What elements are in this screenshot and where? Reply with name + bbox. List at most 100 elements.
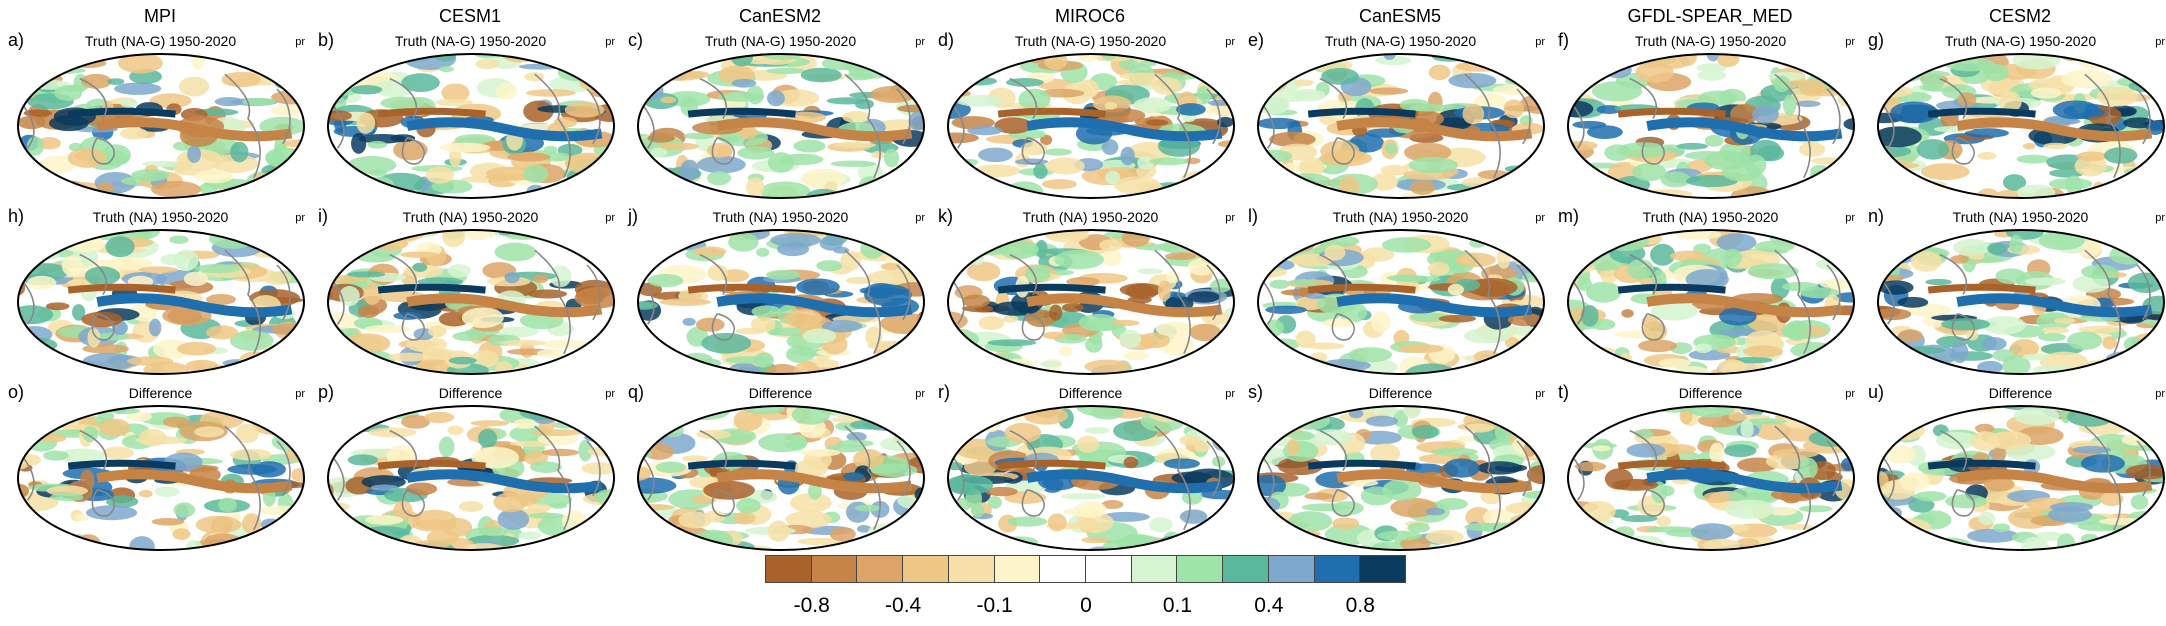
pr-anomaly-patch <box>790 492 832 513</box>
pr-anomaly-patch <box>864 284 912 307</box>
pr-anomaly-patch <box>1436 498 1468 510</box>
coastline <box>1464 425 1501 531</box>
pr-anomaly-patch <box>518 531 541 540</box>
pr-anomaly-patch <box>1568 240 1590 259</box>
pr-anomaly-patch <box>1207 61 1234 69</box>
pr-anomaly-patch <box>118 54 163 74</box>
pr-anomaly-patch <box>1983 476 2015 492</box>
pr-anomaly-patch <box>102 446 134 460</box>
pr-anomaly-patch <box>2038 332 2066 342</box>
pr-anomaly-patch <box>2150 343 2164 355</box>
pr-anomaly-patch <box>1526 353 1544 374</box>
pr-anomaly-patch <box>138 266 179 274</box>
coastline <box>951 279 965 325</box>
pr-anomaly-patch <box>1477 461 1522 475</box>
pr-anomaly-patch <box>120 99 138 108</box>
pr-anomaly-patch <box>1782 94 1797 116</box>
pr-anomaly-patch <box>365 515 404 525</box>
pr-anomaly-patch <box>1719 141 1751 163</box>
pr-anomaly-patch <box>394 370 410 374</box>
equatorial-band <box>1026 293 1223 318</box>
pr-anomaly-patch <box>648 78 667 88</box>
pr-anomaly-patch <box>441 83 470 103</box>
pr-anomaly-patch <box>758 433 808 453</box>
pr-anomaly-patch <box>1090 406 1124 420</box>
map-panel: f) Truth (NA-G) 1950-2020 pr <box>1558 30 1863 205</box>
pr-anomaly-patch <box>1763 370 1792 374</box>
map-panel: h) Truth (NA) 1950-2020 pr <box>8 206 313 381</box>
pr-anomaly-patch <box>663 543 710 550</box>
pr-anomaly-patch <box>1656 515 1672 527</box>
pr-anomaly-patch <box>987 496 1002 509</box>
map-panel-svg <box>1257 229 1545 375</box>
pr-anomaly-patch <box>1155 321 1197 337</box>
pr-anomaly-patch <box>438 66 455 73</box>
pr-anomaly-patch <box>1179 509 1208 524</box>
pr-anomaly-patch <box>439 142 491 153</box>
pr-anomaly-patch <box>875 410 919 418</box>
pr-anomaly-patch <box>1588 406 1620 415</box>
pr-anomaly-patch <box>578 54 610 60</box>
equatorial-band <box>687 283 796 294</box>
map-panel-svg <box>1877 229 2165 375</box>
pr-anomaly-patch <box>1295 330 1316 349</box>
pr-anomaly-patch <box>638 163 650 181</box>
pr-anomaly-patch <box>1723 444 1757 458</box>
coastline <box>91 313 115 341</box>
pr-anomaly-patch <box>585 171 614 183</box>
panel-variable: pr <box>605 212 615 224</box>
pr-anomaly-patch <box>1586 281 1622 303</box>
pr-anomaly-patch <box>205 294 236 305</box>
pr-anomaly-patch <box>554 54 594 65</box>
pr-anomaly-patch <box>1838 508 1852 530</box>
pr-anomaly-patch <box>1167 364 1198 374</box>
panel-variable: pr <box>915 36 925 48</box>
pr-anomaly-patch <box>1408 157 1459 174</box>
pr-anomaly-patch <box>1594 536 1631 548</box>
pr-anomaly-patch <box>2130 494 2149 510</box>
pr-anomaly-patch <box>1878 280 1914 295</box>
panel-title: Truth (NA) 1950-2020 <box>402 209 539 225</box>
pr-anomaly-patch <box>97 412 115 420</box>
pr-anomaly-patch <box>30 416 50 427</box>
pr-anomaly-patch <box>2105 542 2158 550</box>
pr-anomaly-patch <box>1579 352 1613 372</box>
pr-anomaly-patch <box>532 274 549 284</box>
pr-anomaly-patch <box>1509 350 1529 373</box>
equatorial-band <box>1026 469 1223 494</box>
map-outline <box>947 405 1235 551</box>
pr-anomaly-patch <box>1403 406 1422 419</box>
equatorial-band <box>1646 293 1843 318</box>
pr-anomaly-patch <box>779 153 824 166</box>
pr-anomaly-patch <box>2146 314 2164 321</box>
colorbar-tick-label: 0 <box>1080 594 1092 617</box>
pr-anomaly-patch <box>349 238 379 249</box>
pr-anomaly-patch <box>227 464 277 475</box>
coastline <box>389 77 418 120</box>
map-panel-svg <box>17 53 305 199</box>
pr-anomaly-patch <box>1258 353 1268 374</box>
pr-anomaly-patch <box>1371 311 1391 333</box>
colorbar-cell <box>1130 555 1178 583</box>
pr-anomaly-patch <box>1411 424 1439 439</box>
pr-anomaly-patch <box>1258 532 1282 545</box>
pr-anomaly-patch <box>1820 230 1854 244</box>
pr-anomaly-patch <box>1892 349 1913 360</box>
pr-anomaly-patch <box>638 340 647 356</box>
pr-anomaly-patch <box>785 510 832 529</box>
coastline <box>401 137 425 165</box>
pr-anomaly-patch <box>1728 412 1748 422</box>
pr-anomaly-patch <box>18 348 54 365</box>
pr-anomaly-patch <box>1290 253 1334 267</box>
pr-anomaly-patch <box>2043 142 2068 150</box>
pr-anomaly-patch <box>1878 54 1902 60</box>
pr-anomaly-patch <box>356 539 390 549</box>
pr-anomaly-patch <box>18 166 24 185</box>
pr-anomaly-patch <box>1110 319 1140 327</box>
map-panel: d) Truth (NA-G) 1950-2020 pr <box>938 30 1243 205</box>
coastline <box>1331 313 1355 341</box>
pr-anomaly-patch <box>1267 355 1303 365</box>
pr-anomaly-patch <box>967 126 1003 136</box>
pr-anomaly-patch <box>1810 351 1845 364</box>
pr-anomaly-patch <box>1981 337 2007 351</box>
